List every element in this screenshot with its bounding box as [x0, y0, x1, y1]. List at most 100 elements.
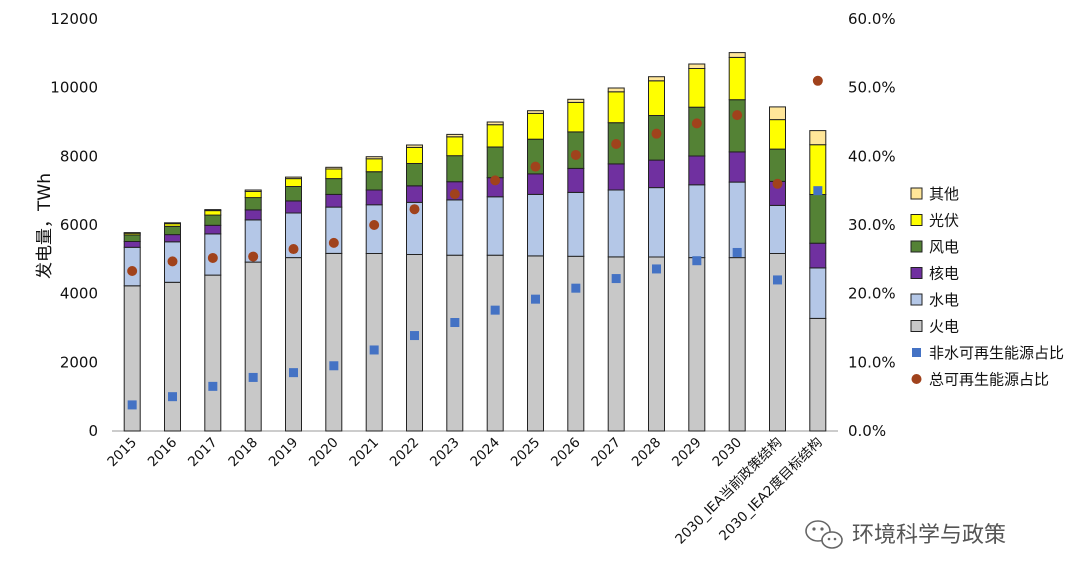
- x-tick-label: 2028: [629, 435, 665, 471]
- y2-tick-label: 30.0%: [848, 216, 896, 234]
- bar-segment: [527, 110, 544, 114]
- bar-segment: [406, 185, 423, 203]
- share-marker-circle: [732, 110, 743, 121]
- x-tick-label: 2025: [508, 435, 544, 471]
- y2-tick-label: 10.0%: [848, 353, 896, 371]
- share-marker-circle: [490, 175, 501, 186]
- bar-segment: [164, 222, 181, 225]
- legend-label: 光伏: [929, 212, 959, 230]
- bar-segment: [244, 197, 262, 211]
- y-tick-label: 6000: [60, 216, 98, 234]
- bar-segment: [204, 214, 222, 226]
- bar-segment: [365, 156, 383, 160]
- x-tick-label: 2020: [306, 435, 342, 471]
- bar-segment: [688, 106, 706, 157]
- bar-segment: [567, 101, 585, 133]
- bar-segment: [648, 159, 665, 189]
- bar-segment: [446, 136, 464, 157]
- bar-segment: [527, 193, 544, 257]
- bar-segment: [527, 112, 544, 140]
- share-marker-square: [168, 392, 177, 402]
- bar-segment: [244, 190, 262, 199]
- bar-segment: [365, 189, 383, 206]
- bar-segment: [607, 87, 625, 93]
- legend-label: 风电: [929, 238, 959, 256]
- bar-segment: [769, 148, 786, 182]
- bar-segment: [486, 146, 504, 179]
- x-tick-label: 2023: [427, 435, 463, 471]
- bar-segment: [648, 76, 665, 82]
- legend-swatch: [911, 374, 922, 384]
- y2-tick-label: 20.0%: [848, 285, 896, 303]
- share-marker-circle: [369, 220, 380, 230]
- bar-segment: [446, 133, 464, 138]
- share-marker-square: [692, 256, 702, 266]
- share-marker-square: [490, 305, 500, 315]
- bar-segment: [406, 163, 423, 187]
- legend-swatch: [910, 320, 923, 332]
- legend-swatch: [912, 348, 921, 357]
- x-tick-label: 2018: [225, 435, 261, 471]
- x-tick-label: 2019: [266, 435, 302, 471]
- y-tick-label: 8000: [60, 147, 98, 165]
- share-marker-square: [773, 275, 782, 285]
- x-tick-label: 2030: [709, 435, 745, 471]
- legend-label: 水电: [929, 291, 959, 309]
- share-marker-circle: [611, 138, 622, 149]
- legend-swatch: [910, 293, 923, 306]
- bar-segment: [809, 193, 827, 244]
- legend-label: 核电: [929, 265, 959, 283]
- bar-segment: [486, 121, 504, 126]
- x-axis: 2015 2016 2017 2018 2019 2020 2021 2022 2023 2024…: [104, 434, 825, 548]
- y2-tick-label: 40.0%: [848, 147, 896, 165]
- share-marker-circle: [772, 178, 783, 189]
- legend-swatch: [910, 187, 923, 200]
- bar-segment: [728, 57, 746, 101]
- bar-segment: [204, 209, 222, 212]
- bar-segment: [486, 254, 504, 432]
- x-tick-label: 2024: [467, 435, 503, 471]
- bar-segment: [244, 261, 262, 432]
- bar-segment: [728, 151, 746, 183]
- bar-segment: [527, 255, 544, 432]
- x-tick-label: 2027: [588, 435, 624, 471]
- y-tick-label: 2000: [60, 353, 98, 371]
- bar-segment: [728, 257, 746, 432]
- bar-segment: [688, 67, 706, 108]
- bar-segment: [809, 130, 827, 146]
- bar-segment: [244, 189, 262, 192]
- bar-segment: [648, 80, 665, 117]
- legend-swatch: [910, 240, 923, 253]
- bar-segment: [285, 257, 302, 432]
- bar-segment: [688, 257, 706, 432]
- bar-segment: [607, 91, 625, 124]
- share-marker-square: [611, 274, 621, 284]
- share-marker-circle: [691, 118, 702, 129]
- bar-segment: [446, 254, 464, 432]
- share-marker-circle: [449, 189, 460, 200]
- y-tick-label: 4000: [60, 285, 98, 303]
- x-tick-label: 2029: [669, 435, 705, 471]
- bar-segment: [769, 119, 786, 150]
- bar-segment: [486, 124, 504, 148]
- y-axis-title: 发电量，TWh: [35, 173, 55, 279]
- bar-segment: [648, 256, 665, 432]
- wechat-icon: [805, 520, 843, 549]
- bar-segment: [769, 204, 786, 254]
- share-marker-circle: [248, 251, 259, 262]
- share-marker-square: [127, 400, 137, 410]
- bar-segment: [607, 189, 625, 258]
- legend-label: 火电: [929, 318, 959, 336]
- bar-segment: [809, 267, 827, 319]
- bar-segment: [809, 242, 827, 269]
- bar-segment: [325, 178, 343, 195]
- bar-segment: [688, 155, 706, 186]
- bars: [123, 52, 827, 432]
- bar-segment: [325, 253, 343, 432]
- y-axis-left: 0 2000 4000 6000 8000 10000 12000: [50, 10, 98, 440]
- y2-tick-label: 50.0%: [848, 79, 896, 97]
- bar-segment: [486, 196, 504, 256]
- bar-segment: [607, 163, 625, 191]
- share-marker-square: [732, 247, 742, 257]
- legend-swatch: [910, 214, 923, 226]
